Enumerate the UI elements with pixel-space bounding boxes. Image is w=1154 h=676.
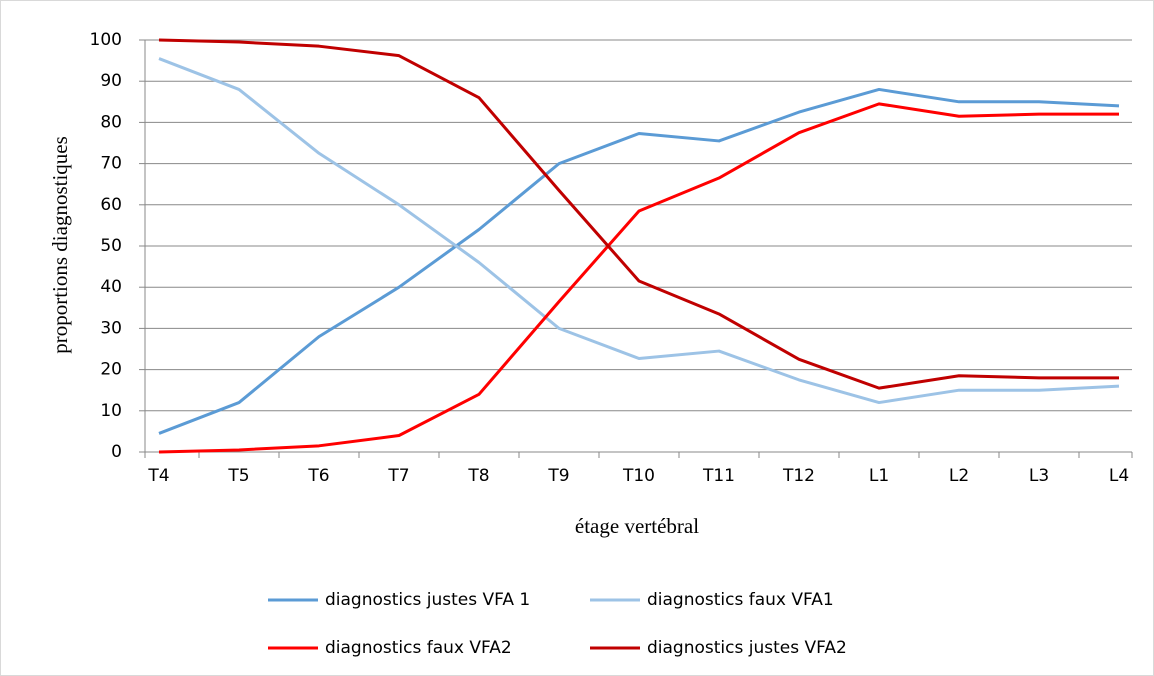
x-tick-label: T9 (547, 466, 569, 486)
x-tick-label: T7 (387, 466, 409, 486)
y-tick-label: 0 (111, 442, 122, 462)
x-tick-label: T4 (147, 466, 169, 486)
legend-label: diagnostics faux VFA2 (325, 638, 512, 658)
x-tick-label: L3 (1029, 466, 1049, 486)
y-tick-label: 60 (100, 195, 122, 215)
series-line (158, 38, 1119, 390)
y-tick-label: 80 (100, 112, 122, 132)
y-tick-label: 30 (100, 318, 122, 338)
x-tick-label: T10 (622, 466, 655, 486)
x-tick-label: L2 (949, 466, 969, 486)
x-tick-label: T8 (467, 466, 489, 486)
y-tick-label: 90 (100, 71, 122, 91)
y-tick-label: 20 (100, 360, 122, 380)
x-tick-label: T6 (307, 466, 329, 486)
series-line (158, 102, 1119, 454)
x-tick-label: T12 (782, 466, 815, 486)
legend-label: diagnostics faux VFA1 (647, 590, 834, 610)
y-tick-label: 100 (90, 30, 122, 50)
series-line (158, 87, 1120, 435)
y-tick-label: 70 (100, 154, 122, 174)
x-tick-label: L1 (869, 466, 889, 486)
x-tick-label: L4 (1109, 466, 1129, 486)
x-tick-label: T5 (227, 466, 249, 486)
y-tick-label: 10 (100, 401, 122, 421)
y-tick-label: 40 (100, 277, 122, 297)
y-tick-label: 50 (100, 236, 122, 256)
legend-label: diagnostics justes VFA 1 (325, 590, 530, 610)
y-axis-title: proportions diagnostiques (48, 136, 72, 354)
x-tick-label: T11 (702, 466, 735, 486)
x-axis-title: étage vertébral (575, 514, 699, 538)
series-line (158, 57, 1120, 405)
legend-label: diagnostics justes VFA2 (647, 638, 847, 658)
